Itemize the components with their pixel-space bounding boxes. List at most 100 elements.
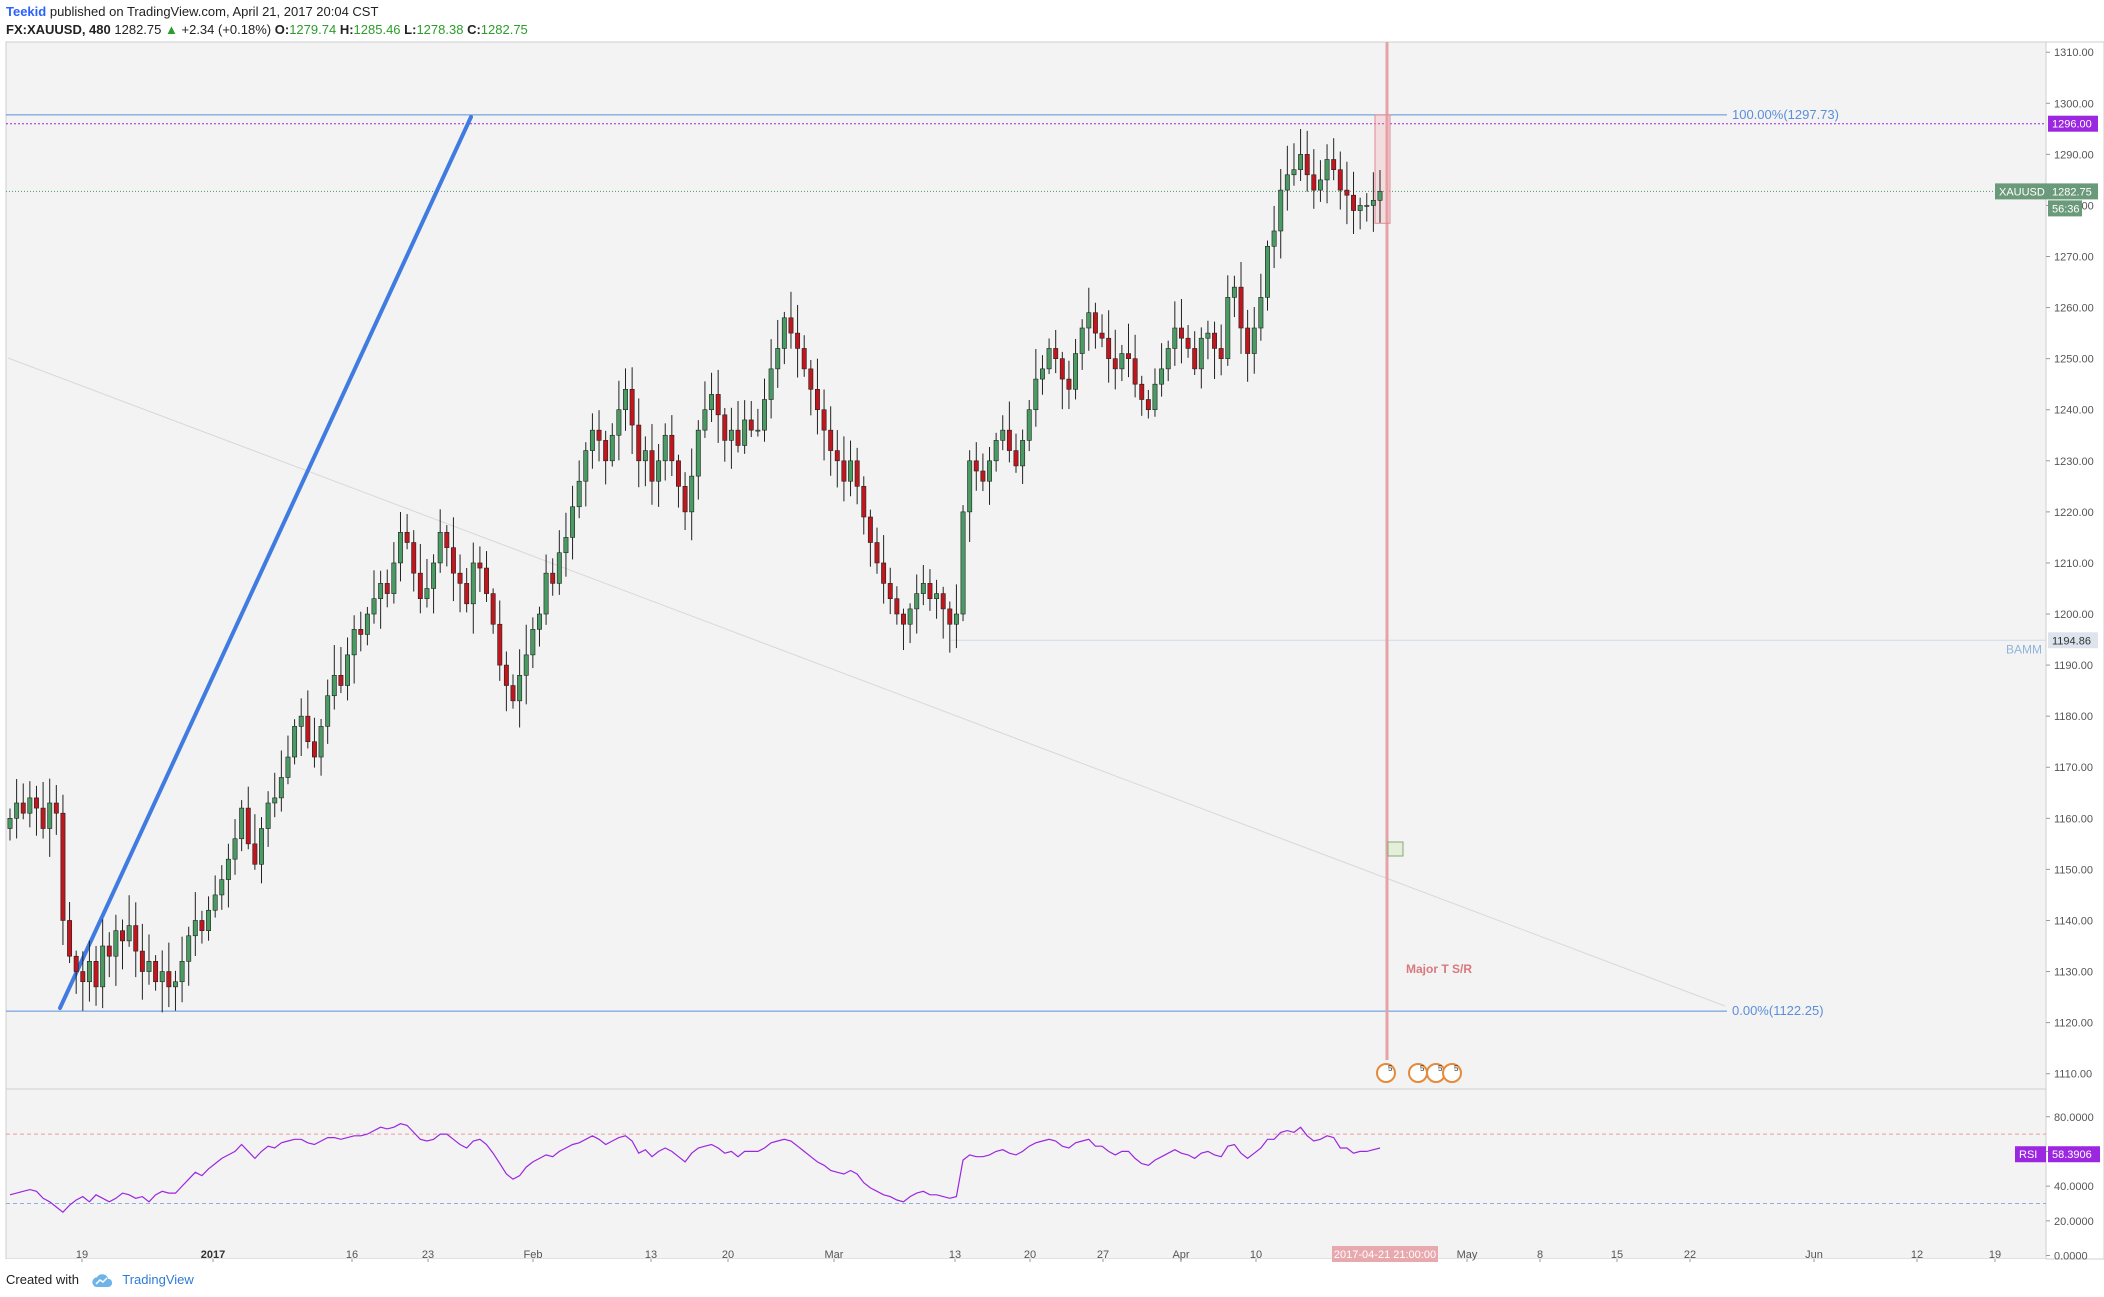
candle-down [1106,337,1112,359]
economic-event-flag-icon [1376,1063,1396,1083]
candle-down [1238,286,1244,329]
candle-down [596,429,602,441]
candle-down [252,843,258,865]
candle-up [259,828,264,865]
candle-down [722,414,728,441]
candle-down [867,516,873,543]
price-tick-label: 1230.00 [2054,456,2094,468]
candle-down [34,797,39,809]
candle-up [331,675,337,697]
rsi-tick-label: 80.0000 [2054,1112,2094,1124]
time-tick-label: 13 [949,1249,961,1261]
candle-down [20,802,26,814]
candle-up [953,613,959,625]
candle-down [133,925,139,952]
high-value: 1285.46 [353,22,401,37]
price-tick-label: 1180.00 [2054,711,2093,723]
price-tick-label: 1130.00 [2054,967,2093,979]
time-axis[interactable] [6,1259,2046,1264]
candle-down [861,486,867,518]
price-axis[interactable] [2045,41,2104,1260]
author-name[interactable]: Teekid [6,4,47,19]
main-pane[interactable] [5,41,2047,1090]
candle-up [1046,348,1052,370]
time-tick-label: 16 [346,1249,358,1261]
candle-down [93,961,99,988]
low-label: L: [404,22,417,37]
candle-down [1066,378,1072,390]
rsi-pane[interactable] [5,1088,2047,1260]
candle-up [272,797,278,804]
major-sr-label: Major T S/R [1406,962,1472,976]
candle-up [768,368,774,400]
candle-down [682,486,688,513]
candle-down [821,409,827,431]
candle-up [278,777,284,799]
rsi-label-tag: RSI [2019,1149,2037,1161]
candle-down [887,583,893,599]
candle-up [113,930,119,957]
candle-down [1185,337,1191,349]
candle-down [676,460,681,487]
change-up-icon: ▲ [165,22,178,37]
candle-up [543,572,549,615]
candle-up [523,654,529,676]
candle-down [1013,450,1019,467]
candle-up [1231,286,1237,298]
countdown-tag: 56:36 [2052,203,2080,215]
candle-up [934,593,940,599]
candle-up [1079,327,1085,354]
candle-up [517,675,523,702]
candle-up [1205,332,1211,339]
candle-up [351,629,357,656]
candle-up [1000,429,1006,441]
candle-down [1092,312,1098,334]
candle-up [1033,378,1039,411]
candle-down [1126,353,1131,359]
candle-down [1311,174,1317,191]
ohlc-legend: FX:XAUUSD, 480 1282.75 ▲ +2.34 (+0.18%) … [6,22,528,37]
candle-up [265,802,271,829]
candle-down [106,945,112,957]
time-tick-label: 20 [722,1249,734,1261]
candle-up [662,434,668,462]
candle-down [1112,358,1118,370]
candle-down [649,450,655,482]
candle-down [795,332,801,349]
candle-down [1053,348,1059,359]
candle-down [1192,348,1198,370]
candle-down [497,623,503,666]
high-label: H: [339,22,354,37]
time-tick-label: 20 [1024,1249,1036,1261]
candle-up [126,925,132,942]
candle-down [603,440,609,462]
candle-down [1337,169,1343,191]
candle-down [1006,429,1012,451]
price-tick-label: 1160.00 [2054,813,2093,825]
candle-up [656,460,662,482]
candle-up [781,317,787,349]
candle-up [1370,200,1376,206]
time-tick-label: May [1457,1249,1478,1261]
candle-up [232,838,238,860]
candle-down [60,812,66,921]
candle-down [854,460,860,487]
event-count-label: 5 [1388,1064,1393,1073]
price-tick-label: 1250.00 [2054,354,2094,366]
bamm-value-tag: 1194.86 [2052,635,2091,647]
candle-down [199,920,205,931]
candle-up [292,726,298,758]
candle-up [576,480,582,508]
bamm-value-tag-bg [2048,632,2098,649]
candle-up [616,409,622,436]
candle-down [901,613,906,625]
candle-up [173,981,178,988]
tradingview-brand[interactable]: TradingView [122,1272,194,1287]
current-price-tag: 1282.75 [2052,186,2092,198]
low-value: 1278.38 [416,22,464,37]
candle-down [834,450,840,462]
candle-down [940,593,946,610]
candle-up [695,429,701,477]
candle-down [510,685,516,702]
